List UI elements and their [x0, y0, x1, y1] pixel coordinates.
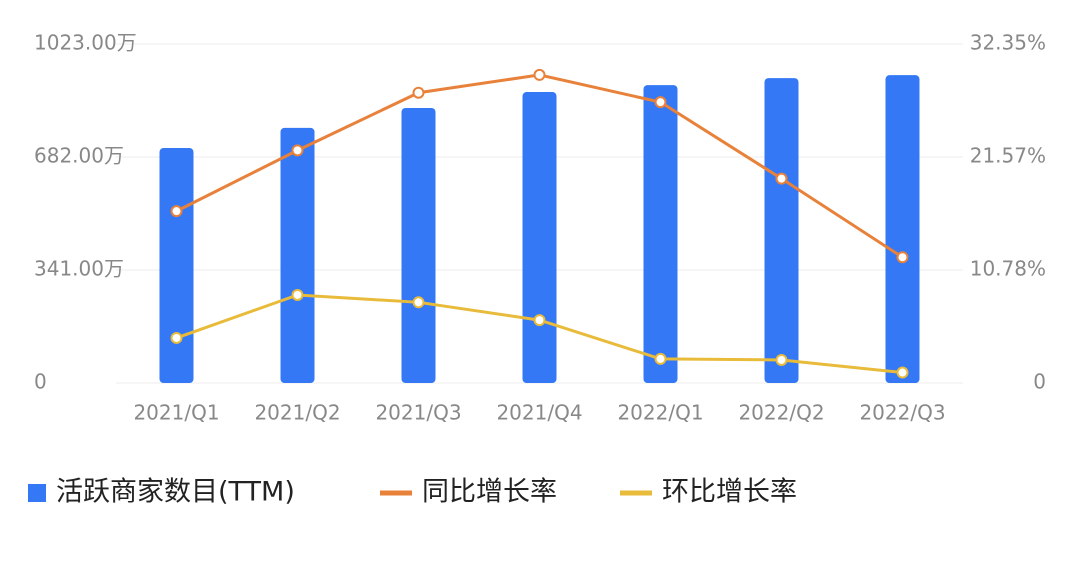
legend-label: 同比增长率 — [422, 477, 557, 508]
x-tick-label: 2022/Q2 — [738, 401, 824, 425]
y2-tick-label: 21.57% — [970, 143, 1046, 167]
y2-tick-label: 32.35% — [970, 31, 1046, 55]
bar — [159, 148, 194, 383]
x-tick-label: 2021/Q2 — [254, 401, 340, 425]
line-point — [896, 251, 909, 264]
line-point — [775, 172, 788, 185]
y-tick-label: 341.00万 — [34, 257, 124, 281]
line-point — [654, 96, 667, 109]
legend-swatch — [28, 484, 46, 502]
line-point — [775, 353, 788, 366]
y-tick-label: 1023.00万 — [34, 31, 137, 55]
x-tick-label: 2021/Q1 — [133, 401, 219, 425]
bar — [643, 85, 678, 383]
x-tick-label: 2022/Q1 — [617, 401, 703, 425]
line-point — [291, 288, 304, 301]
bar — [280, 127, 315, 383]
x-tick-label: 2021/Q4 — [496, 401, 582, 425]
y-tick-label: 682.00万 — [34, 144, 124, 168]
line-point — [533, 314, 546, 327]
line-point — [654, 352, 667, 365]
line-point — [170, 205, 183, 218]
legend-label: 环比增长率 — [662, 477, 797, 508]
y2-tick-label: 0 — [1033, 370, 1046, 394]
line-point — [170, 331, 183, 344]
bar — [522, 92, 557, 383]
bar — [764, 78, 799, 384]
line-point — [412, 296, 425, 309]
line-point — [291, 144, 304, 157]
y-tick-label: 0 — [34, 370, 47, 394]
legend-label: 活跃商家数目(TTM) — [56, 477, 295, 508]
x-tick-label: 2021/Q3 — [375, 401, 461, 425]
bar — [401, 107, 436, 384]
line-point — [412, 86, 425, 99]
bar — [885, 75, 920, 383]
line-point — [533, 68, 546, 81]
x-tick-label: 2022/Q3 — [859, 401, 945, 425]
line-point — [896, 366, 909, 379]
y2-tick-label: 10.78% — [970, 257, 1046, 281]
